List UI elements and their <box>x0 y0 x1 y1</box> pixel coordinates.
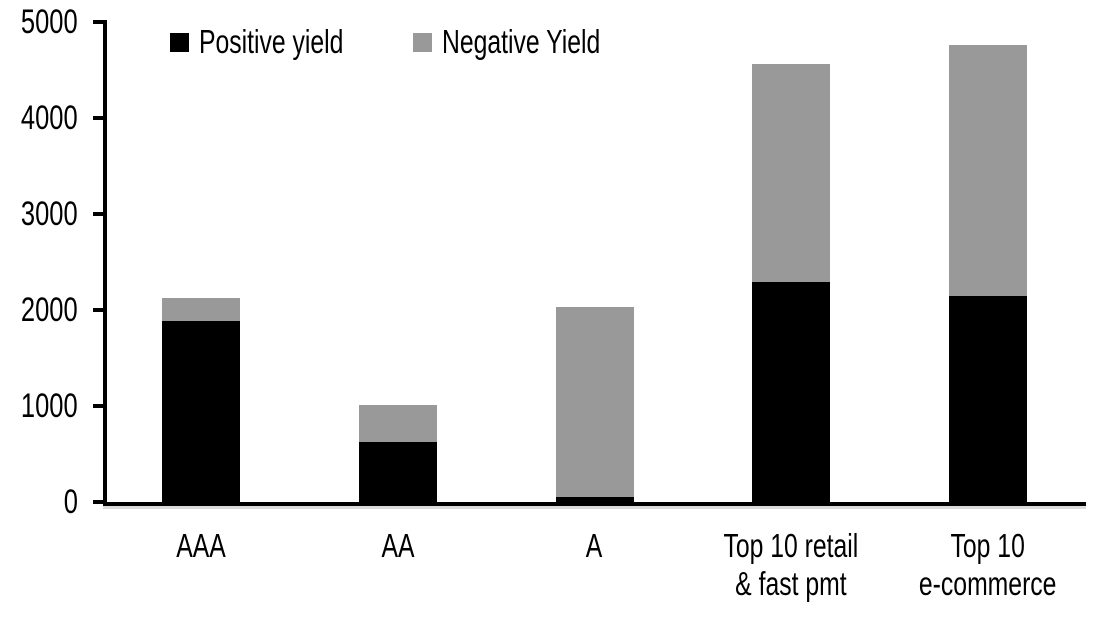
x-axis-category-label-text: AA <box>381 527 415 564</box>
bar-segment-positive-yield <box>752 282 831 502</box>
y-axis-tick-label-text: 3000 <box>21 195 78 233</box>
x-axis-category-label-text: AAA <box>176 527 227 564</box>
y-axis-tick-label-text: 1000 <box>21 387 78 425</box>
y-axis-tick-label: 2000 <box>0 290 78 330</box>
y-axis-tick-label: 5000 <box>0 2 78 42</box>
bar-segment-negative-yield <box>948 45 1027 296</box>
y-axis-tick-label-text: 0 <box>63 483 78 521</box>
x-axis-category-label-text: Top 10 e-commerce <box>918 527 1057 602</box>
legend-label-negative-yield: Negative Yield <box>442 23 601 60</box>
legend-label-positive-yield: Positive yield <box>199 23 344 60</box>
y-axis-tick-label: 3000 <box>0 194 78 234</box>
bar-top-10-e-commerce <box>948 45 1027 502</box>
bar-top-10-retail-fast-pmt <box>752 64 831 502</box>
y-axis-tick-label-text: 2000 <box>21 291 78 329</box>
bar-segment-positive-yield <box>358 442 437 502</box>
y-axis-tick <box>93 212 103 216</box>
legend-swatch-negative-yield <box>413 32 432 52</box>
x-axis-category-label: A <box>496 527 693 613</box>
bar-segment-negative-yield <box>555 307 634 498</box>
x-axis-category-label: AAA <box>103 527 300 613</box>
y-axis-tick-label-text: 4000 <box>21 99 78 137</box>
x-axis-category-label: Top 10 e-commerce <box>889 527 1086 613</box>
y-axis-tick-label: 0 <box>0 482 78 522</box>
y-axis-tick-label: 4000 <box>0 98 78 138</box>
bar-aaa <box>162 298 241 502</box>
y-axis-tick-label-text: 5000 <box>21 3 78 41</box>
bar-a <box>555 307 634 502</box>
y-axis-line <box>103 20 107 506</box>
y-axis-tick-label: 1000 <box>0 386 78 426</box>
bar-aa <box>358 405 437 502</box>
x-axis-category-label: AA <box>300 527 497 613</box>
x-axis-category-label: Top 10 retail & fast pmt <box>693 527 890 613</box>
bar-segment-negative-yield <box>358 405 437 443</box>
bar-segment-positive-yield <box>555 497 634 502</box>
x-axis-category-label-text: Top 10 retail & fast pmt <box>723 527 859 602</box>
y-axis-tick <box>93 404 103 408</box>
bar-segment-positive-yield <box>948 295 1027 502</box>
y-axis-tick <box>93 20 103 24</box>
legend-item-negative-yield: Negative Yield <box>413 21 653 63</box>
bar-segment-positive-yield <box>162 320 241 502</box>
y-axis-tick <box>93 116 103 120</box>
legend-item-positive-yield: Positive yield <box>170 21 392 63</box>
y-axis-tick <box>93 500 103 504</box>
bar-segment-negative-yield <box>752 64 831 283</box>
bar-segment-negative-yield <box>162 298 241 321</box>
x-axis-line <box>103 502 1086 506</box>
legend-swatch-positive-yield <box>170 32 189 52</box>
legend: Positive yield Negative Yield <box>0 21 1102 63</box>
y-axis-tick <box>93 308 103 312</box>
x-axis-category-label-text: A <box>586 527 603 564</box>
